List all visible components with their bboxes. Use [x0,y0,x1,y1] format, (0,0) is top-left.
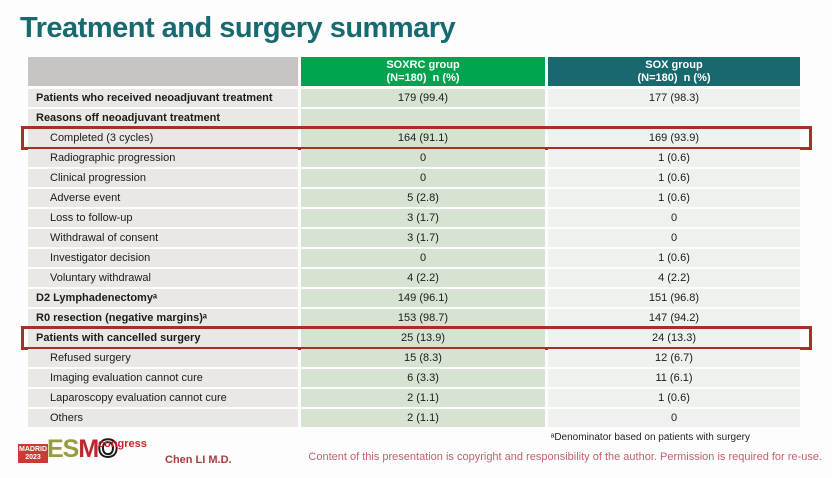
soxrc-value: 0 [301,169,545,187]
sox-value: 147 (94.2) [548,309,800,327]
table-row: Others 2 (1.1) 0 [28,409,800,427]
table-row: R0 resection (negative margins)ᵃ 153 (98… [28,309,800,327]
soxrc-value: 3 (1.7) [301,209,545,227]
sox-value: 0 [548,229,800,247]
sox-value: 4 (2.2) [548,269,800,287]
table-row: Adverse event 5 (2.8) 1 (0.6) [28,189,800,207]
table-row: Imaging evaluation cannot cure 6 (3.3) 1… [28,369,800,387]
esmo-letter-m: M [78,435,99,463]
header-sox-group: SOX group (N=180) n (%) [548,57,800,86]
treatment-summary-table: SOXRC group (N=180) n (%) SOX group (N=1… [21,57,812,429]
soxrc-value: 25 (13.9) [301,329,545,347]
row-label: D2 Lymphadenectomyᵃ [28,289,298,307]
sox-value: 177 (98.3) [548,89,800,107]
page-title: Treatment and surgery summary [20,12,456,44]
soxrc-value [301,109,545,127]
sox-value: 169 (93.9) [548,129,800,147]
table-header-row: SOXRC group (N=180) n (%) SOX group (N=1… [28,57,800,86]
table-row: Reasons off neoadjuvant treatment [28,109,800,127]
sox-value: 1 (0.6) [548,249,800,267]
row-label: Loss to follow-up [28,209,298,227]
header-empty-cell [28,57,298,86]
sox-value: 1 (0.6) [548,189,800,207]
soxrc-value: 153 (98.7) [301,309,545,327]
table-row: Withdrawal of consent 3 (1.7) 0 [28,229,800,247]
soxrc-value: 4 (2.2) [301,269,545,287]
row-label: Laparoscopy evaluation cannot cure [28,389,298,407]
footnote: ᵃDenominator based on patients with surg… [550,432,750,443]
sox-value: 12 (6.7) [548,349,800,367]
table-row: Refused surgery 15 (8.3) 12 (6.7) [28,349,800,367]
soxrc-value: 0 [301,149,545,167]
table-row: Patients who received neoadjuvant treatm… [28,89,800,107]
row-label: Refused surgery [28,349,298,367]
header-soxrc-group: SOXRC group (N=180) n (%) [301,57,545,86]
sox-value: 1 (0.6) [548,389,800,407]
row-label: Reasons off neoadjuvant treatment [28,109,298,127]
soxrc-value: 15 (8.3) [301,349,545,367]
author-name: Chen LI M.D. [165,454,232,466]
sox-value: 151 (96.8) [548,289,800,307]
soxrc-value: 149 (96.1) [301,289,545,307]
sox-value: 0 [548,409,800,427]
row-label: Adverse event [28,189,298,207]
row-label: Others [28,409,298,427]
row-label: R0 resection (negative margins)ᵃ [28,309,298,327]
row-label: Radiographic progression [28,149,298,167]
sox-value [548,109,800,127]
esmo-letter-o: O [97,434,119,464]
sox-value: 24 (13.3) [548,329,800,347]
soxrc-value: 2 (1.1) [301,389,545,407]
row-label: Investigator decision [28,249,298,267]
table-row: Radiographic progression 0 1 (0.6) [28,149,800,167]
congress-label: congress [98,438,147,450]
esmo-letters-es: ES [47,435,79,463]
table-row: Loss to follow-up 3 (1.7) 0 [28,209,800,227]
row-label: Completed (3 cycles) [28,129,298,147]
table-row: Investigator decision 0 1 (0.6) [28,249,800,267]
soxrc-value: 2 (1.1) [301,409,545,427]
table-row: Voluntary withdrawal 4 (2.2) 4 (2.2) [28,269,800,287]
soxrc-value: 164 (91.1) [301,129,545,147]
esmo-congress-logo: MADRID 2023 ESMO congress [16,434,166,472]
row-label: Clinical progression [28,169,298,187]
soxrc-value: 3 (1.7) [301,229,545,247]
sox-value: 0 [548,209,800,227]
row-label: Voluntary withdrawal [28,269,298,287]
madrid-2023-badge: MADRID 2023 [18,444,48,463]
table-row: D2 Lymphadenectomyᵃ 149 (96.1) 151 (96.8… [28,289,800,307]
row-label: Withdrawal of consent [28,229,298,247]
copyright-notice: Content of this presentation is copyrigh… [308,451,822,463]
table-body: Patients who received neoadjuvant treatm… [21,89,812,427]
table-row: Clinical progression 0 1 (0.6) [28,169,800,187]
row-label: Imaging evaluation cannot cure [28,369,298,387]
soxrc-value: 179 (99.4) [301,89,545,107]
soxrc-value: 6 (3.3) [301,369,545,387]
esmo-wordmark: ESMO [47,434,119,464]
table-row: Laparoscopy evaluation cannot cure 2 (1.… [28,389,800,407]
madrid-year: 2023 [25,453,41,461]
row-label: Patients with cancelled surgery [28,329,298,347]
row-label: Patients who received neoadjuvant treatm… [28,89,298,107]
soxrc-value: 0 [301,249,545,267]
table-row: Patients with cancelled surgery 25 (13.9… [21,326,812,350]
table-row: Completed (3 cycles) 164 (91.1) 169 (93.… [21,126,812,150]
madrid-label: MADRID [19,445,47,453]
soxrc-value: 5 (2.8) [301,189,545,207]
sox-value: 1 (0.6) [548,149,800,167]
sox-value: 1 (0.6) [548,169,800,187]
sox-value: 11 (6.1) [548,369,800,387]
